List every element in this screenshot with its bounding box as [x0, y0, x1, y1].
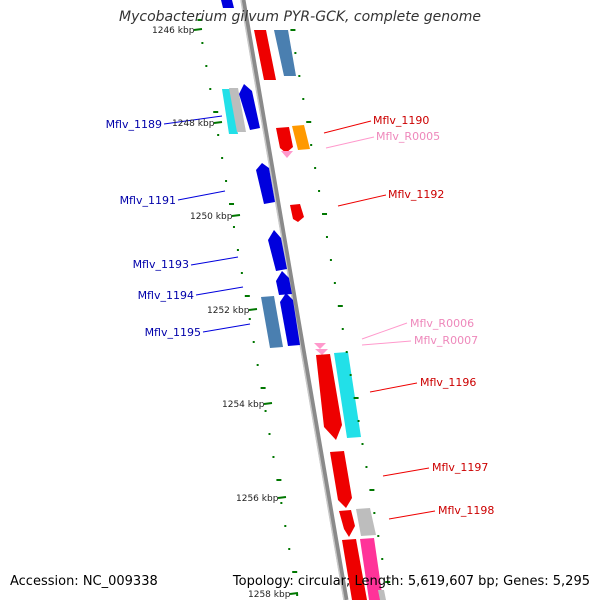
- scale-label: 1246 kbp: [152, 26, 195, 36]
- feature-label-mflv-1195[interactable]: Mflv_1195: [145, 326, 201, 339]
- scale-label: 1254 kbp: [222, 400, 265, 410]
- label-leader-line: [325, 136, 375, 149]
- gene-block-red-top[interactable]: [254, 30, 276, 80]
- label-leader-line: [388, 510, 436, 520]
- feature-label-mflv-1192[interactable]: Mflv_1192: [388, 188, 444, 201]
- scale-tick: [248, 308, 258, 311]
- scale-label: 1248 kbp: [172, 119, 215, 129]
- gene-block-gray-1198[interactable]: [356, 508, 376, 536]
- label-leader-line: [323, 120, 372, 134]
- scale-label: 1250 kbp: [190, 212, 233, 222]
- feature-label-mflv-r0006[interactable]: Mflv_R0006: [410, 317, 474, 330]
- gene-block-magenta-bottom[interactable]: [360, 538, 383, 600]
- gene-block-red-bottom[interactable]: [342, 539, 367, 600]
- scale-label: 1256 kbp: [236, 494, 279, 504]
- gene-block-gray-bottom[interactable]: [378, 590, 386, 600]
- scale-labels: 1246 kbp 1248 kbp 1250 kbp 1252 kbp 1254 kbp…: [152, 26, 299, 600]
- feature-label-mflv-1191[interactable]: Mflv_1191: [120, 194, 176, 207]
- gene-arrow-mflv-1196[interactable]: [316, 354, 342, 440]
- feature-label-mflv-1190[interactable]: Mflv_1190: [373, 114, 429, 127]
- label-leader-line: [163, 115, 223, 125]
- label-leader-line: [361, 340, 412, 346]
- feature-label-mflv-r0005[interactable]: Mflv_R0005: [376, 130, 440, 143]
- scale-label: 1258 kbp: [248, 590, 291, 600]
- feature-label-mflv-1194[interactable]: Mflv_1194: [138, 289, 194, 302]
- map-title: Mycobacterium gilvum PYR-GCK, complete g…: [119, 9, 481, 25]
- gene-block-cyan-1189[interactable]: [222, 89, 238, 134]
- gene-block-gray-1189[interactable]: [229, 88, 246, 132]
- topology-summary: Topology: circular; Length: 5,619,607 bp…: [232, 574, 590, 589]
- gene-arrow-mflv-r0005[interactable]: [281, 151, 293, 158]
- accession-text: Accession: NC_009338: [10, 574, 158, 589]
- gene-arrow-mflv-r0007[interactable]: [315, 349, 328, 355]
- gene-block-orange-1190[interactable]: [292, 125, 310, 150]
- feature-label-mflv-1198[interactable]: Mflv_1198: [438, 504, 494, 517]
- gene-block-blue-top[interactable]: [221, 0, 234, 8]
- label-leader-line: [337, 194, 387, 207]
- gene-arrow-mflv-1192[interactable]: [290, 204, 304, 222]
- gene-arrow-mflv-1191[interactable]: [256, 163, 275, 204]
- label-leader-line: [382, 467, 430, 477]
- label-leader-line: [190, 256, 239, 266]
- label-leader-line: [195, 286, 244, 296]
- feature-label-mflv-1189[interactable]: Mflv_1189: [106, 118, 162, 131]
- gene-arrow-mflv-1197[interactable]: [330, 451, 352, 508]
- feature-label-mflv-1196[interactable]: Mflv_1196: [420, 376, 476, 389]
- gene-arrow-mflv-1189[interactable]: [239, 84, 260, 130]
- feature-label-mflv-1193[interactable]: Mflv_1193: [133, 258, 189, 271]
- gene-arrow-mflv-1194[interactable]: [276, 271, 292, 295]
- scale-label: 1252 kbp: [207, 306, 250, 316]
- scale-tick: [193, 28, 203, 31]
- feature-label-mflv-1197[interactable]: Mflv_1197: [432, 461, 488, 474]
- tick-marks: [197, 19, 391, 596]
- label-leader-line: [369, 382, 418, 393]
- label-leader-line: [361, 322, 408, 340]
- gene-block-cyan-1196[interactable]: [334, 352, 361, 438]
- gene-arrow-mflv-r0006[interactable]: [314, 343, 326, 349]
- scale-tick: [277, 496, 287, 499]
- gene-block-steelblue-top[interactable]: [274, 30, 296, 76]
- gene-arrow-mflv-1190[interactable]: [276, 127, 293, 153]
- feature-labels: Mflv_1189 Mflv_1190 Mflv_R0005 Mflv_1191 Mfl…: [106, 114, 494, 520]
- genome-backbone: [240, 0, 349, 600]
- gene-arrow-mflv-1195[interactable]: [280, 293, 300, 346]
- gene-arrow-mflv-1193[interactable]: [268, 230, 287, 271]
- label-leader-line: [202, 323, 251, 333]
- scale-tick: [213, 121, 223, 124]
- scale-tick: [231, 214, 241, 217]
- scale-tick: [263, 402, 273, 405]
- label-leader-line: [177, 190, 226, 201]
- feature-label-mflv-r0007[interactable]: Mflv_R0007: [414, 334, 478, 347]
- scale-tick: [289, 592, 299, 595]
- gene-block-steelblue-1195[interactable]: [261, 296, 283, 348]
- gene-arrow-mflv-1198[interactable]: [339, 510, 355, 537]
